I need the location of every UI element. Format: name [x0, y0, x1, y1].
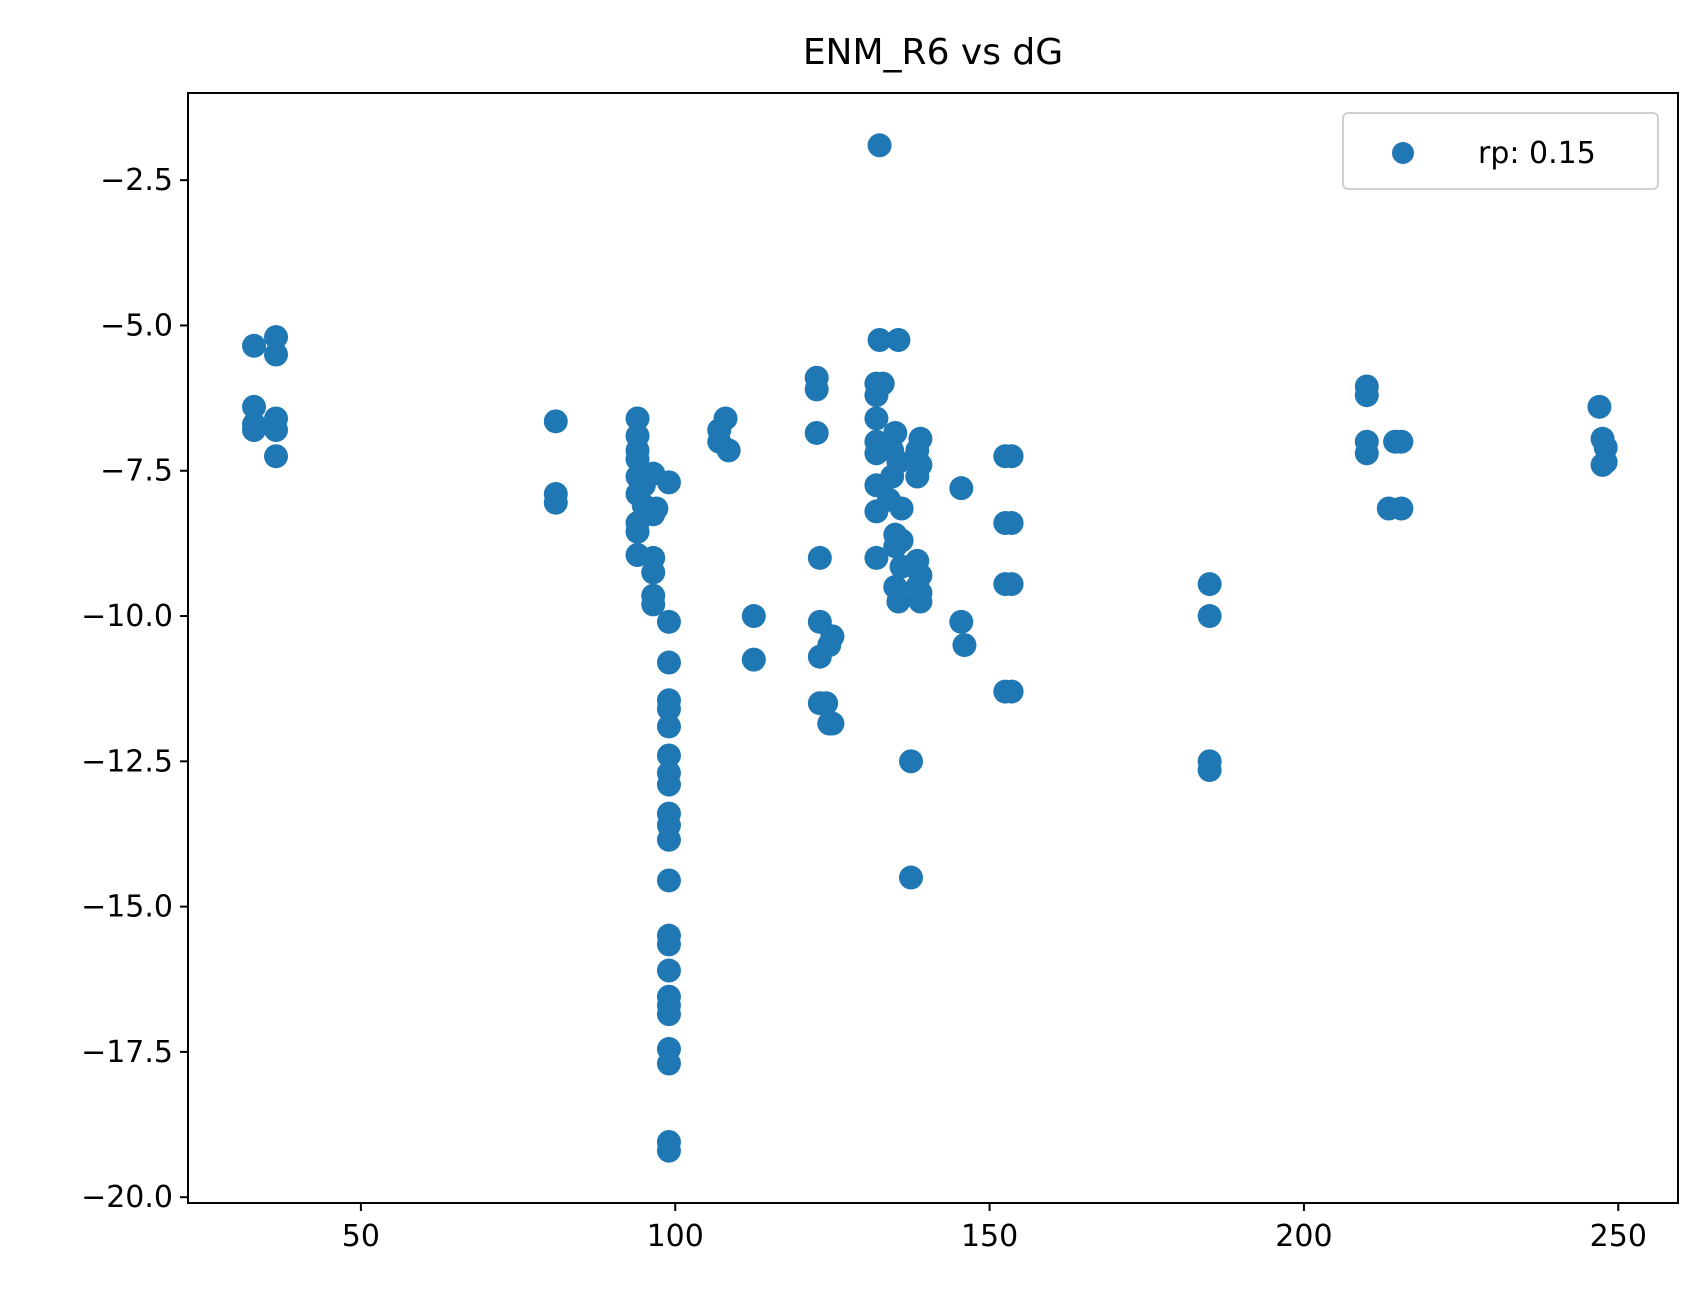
data-point — [1389, 497, 1413, 521]
data-point — [886, 590, 910, 614]
data-point — [657, 610, 681, 634]
x-tick-label: 200 — [1275, 1219, 1332, 1254]
data-point — [1000, 511, 1024, 535]
data-point — [657, 1002, 681, 1026]
data-point — [1587, 395, 1611, 419]
data-point — [886, 328, 910, 352]
data-point — [949, 610, 973, 634]
y-tick-label: −12.5 — [81, 744, 173, 779]
data-point — [1355, 441, 1379, 465]
data-point — [657, 932, 681, 956]
data-point — [657, 959, 681, 983]
data-point — [657, 470, 681, 494]
data-point — [1355, 383, 1379, 407]
data-point — [264, 343, 288, 367]
data-point — [890, 528, 914, 552]
legend-marker — [1392, 142, 1414, 164]
data-point — [820, 624, 844, 648]
data-point — [657, 773, 681, 797]
data-point — [1198, 758, 1222, 782]
data-point — [1389, 430, 1413, 454]
data-point — [657, 1052, 681, 1076]
y-tick-label: −7.5 — [100, 454, 173, 489]
data-point — [908, 590, 932, 614]
data-point — [949, 476, 973, 500]
x-tick-label: 150 — [961, 1219, 1018, 1254]
data-point — [1000, 572, 1024, 596]
data-point — [742, 648, 766, 672]
data-point — [908, 453, 932, 477]
y-tick-label: −2.5 — [100, 163, 173, 198]
data-point — [657, 651, 681, 675]
data-point — [544, 491, 568, 515]
data-point — [264, 444, 288, 468]
data-point — [657, 1139, 681, 1163]
data-point — [657, 828, 681, 852]
data-point — [805, 377, 829, 401]
data-point — [1198, 572, 1222, 596]
data-point — [717, 438, 741, 462]
y-tick-label: −17.5 — [81, 1035, 173, 1070]
data-point — [890, 497, 914, 521]
data-point — [808, 546, 832, 570]
data-point — [1594, 450, 1618, 474]
x-tick-label: 250 — [1590, 1219, 1647, 1254]
data-point — [742, 604, 766, 628]
x-tick-label: 50 — [342, 1219, 380, 1254]
data-point — [1000, 444, 1024, 468]
data-point — [899, 749, 923, 773]
data-point — [868, 133, 892, 157]
data-point — [714, 406, 738, 430]
data-point — [657, 868, 681, 892]
y-tick-label: −10.0 — [81, 599, 173, 634]
data-point — [644, 497, 668, 521]
legend: rp: 0.15 — [1343, 113, 1658, 189]
data-point — [264, 418, 288, 442]
data-point — [820, 712, 844, 736]
y-tick-label: −15.0 — [81, 890, 173, 925]
data-point — [883, 421, 907, 445]
data-point — [1000, 680, 1024, 704]
data-point — [814, 691, 838, 715]
chart-title: ENM_R6 vs dG — [803, 32, 1063, 73]
data-point — [641, 560, 665, 584]
data-point — [657, 714, 681, 738]
legend-label: rp: 0.15 — [1478, 136, 1596, 171]
y-tick-label: −20.0 — [81, 1180, 173, 1215]
data-point — [871, 372, 895, 396]
data-point — [242, 418, 266, 442]
data-point — [952, 633, 976, 657]
data-point — [899, 866, 923, 890]
x-tick-label: 100 — [647, 1219, 704, 1254]
data-point — [544, 409, 568, 433]
data-point — [242, 334, 266, 358]
y-tick-label: −5.0 — [100, 308, 173, 343]
data-point — [908, 427, 932, 451]
data-point — [864, 406, 888, 430]
data-point — [805, 421, 829, 445]
data-point — [1198, 604, 1222, 628]
